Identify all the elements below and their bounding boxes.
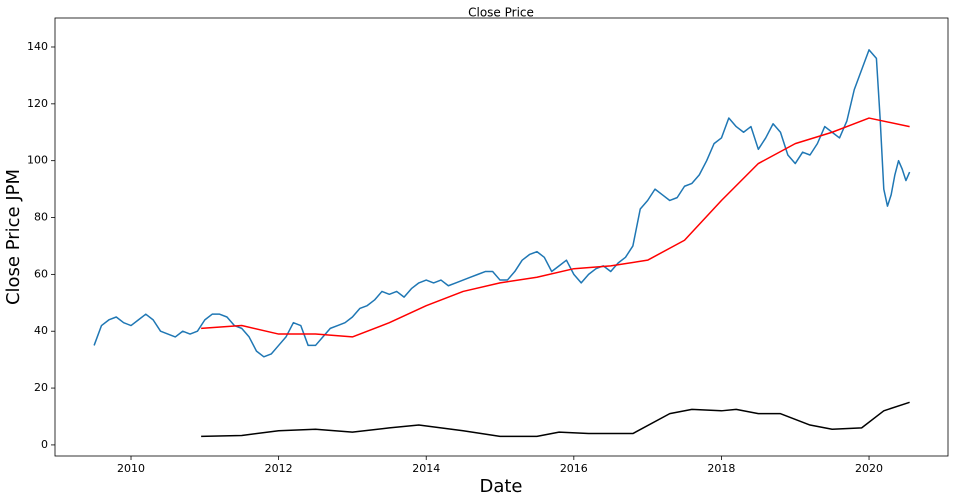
x-tick-label: 2010 [117, 462, 145, 475]
y-tick-label: 40 [34, 324, 48, 337]
x-tick-label: 2014 [412, 462, 440, 475]
y-tick-label: 120 [27, 97, 48, 110]
y-tick-label: 60 [34, 267, 48, 280]
y-tick-label: 140 [27, 40, 48, 53]
x-tick-label: 2018 [707, 462, 735, 475]
series-line [201, 117, 910, 338]
y-axis-label: Close Price JPM [3, 169, 24, 305]
chart-title: Close Price [468, 6, 534, 20]
series-line [201, 401, 910, 438]
x-tick-label: 2016 [560, 462, 588, 475]
y-tick-label: 80 [34, 211, 48, 224]
x-tick-label: 2012 [265, 462, 293, 475]
y-tick-label: 100 [27, 154, 48, 167]
y-tick-label: 20 [34, 381, 48, 394]
x-axis-label: Date [479, 476, 522, 497]
plot-frame [54, 17, 949, 457]
y-tick-label: 0 [41, 438, 48, 451]
x-tick-label: 2020 [855, 462, 883, 475]
